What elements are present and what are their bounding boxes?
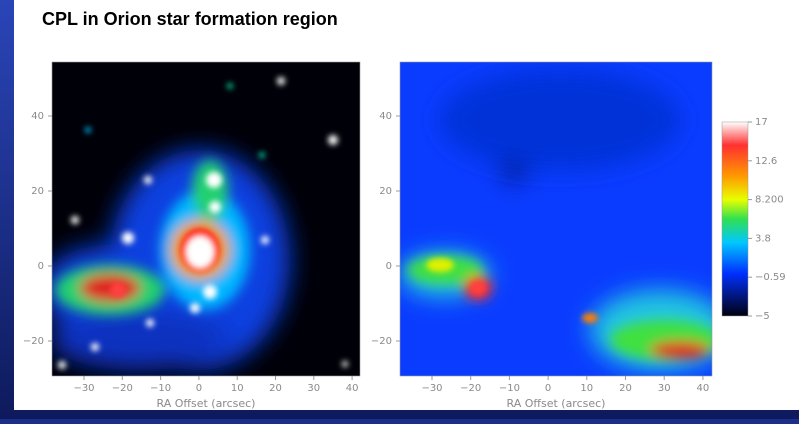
y-tick-label: 40 [31, 111, 44, 122]
y-tick-label: −20 [23, 336, 44, 347]
x-tick-label: −30 [73, 383, 94, 394]
colorbar [722, 122, 748, 316]
y-tick-label: 20 [31, 186, 44, 197]
x-tick-label: −30 [421, 383, 442, 394]
x-axis-label: RA Offset (arcsec) [157, 397, 256, 410]
y-tick-label: 40 [379, 111, 392, 122]
x-tick-label: 20 [619, 383, 632, 394]
x-tick-label: 10 [580, 383, 593, 394]
y-tick-label: 0 [38, 261, 44, 272]
colorbar-tick-label: 3.8 [755, 233, 771, 244]
colorbar-tick-label: 17 [755, 117, 768, 128]
x-tick-label: −20 [460, 383, 481, 394]
colorbar-tick-label: −5 [755, 311, 770, 322]
x-tick-label: 20 [269, 383, 282, 394]
colorbar-tick-label: 12.6 [755, 156, 777, 167]
x-tick-label: 0 [196, 383, 202, 394]
y-tick-label: 0 [386, 261, 392, 272]
x-tick-label: 30 [307, 383, 320, 394]
right-image [400, 62, 730, 376]
x-tick-label: −10 [150, 383, 171, 394]
y-tick-label: 20 [379, 186, 392, 197]
left-image [40, 62, 360, 376]
colorbar-tick-label: −0.59 [755, 272, 786, 283]
x-axis-label: RA Offset (arcsec) [507, 397, 606, 410]
slide-title: CPL in Orion star formation region [42, 9, 338, 29]
x-tick-label: 10 [231, 383, 244, 394]
slide: CPL in Orion star formation region [0, 0, 799, 419]
x-tick-label: 40 [346, 383, 359, 394]
x-tick-label: 40 [697, 383, 710, 394]
colorbar-tick-label: 8.200 [755, 195, 784, 206]
y-tick-label: −20 [371, 336, 392, 347]
x-tick-label: 30 [658, 383, 671, 394]
x-tick-label: −10 [499, 383, 520, 394]
x-tick-label: 0 [545, 383, 551, 394]
x-tick-label: −20 [112, 383, 133, 394]
